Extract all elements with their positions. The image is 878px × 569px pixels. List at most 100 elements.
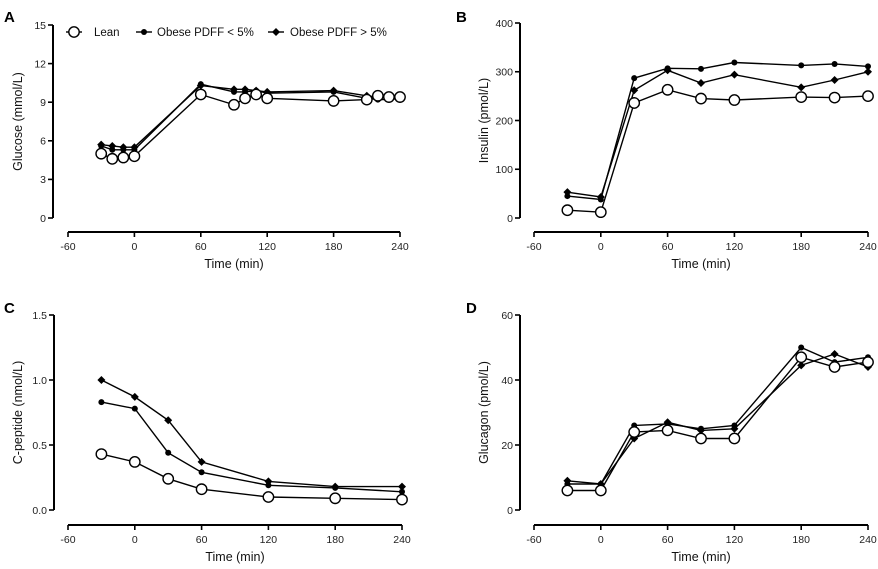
y-tick-label: 300 (495, 67, 513, 79)
open-circle-marker (828, 91, 841, 104)
x-tick-label: 120 (260, 534, 278, 546)
x-axis-title: Time (min) (204, 257, 263, 271)
series-open-circle (95, 88, 406, 165)
open-circle-marker (661, 83, 674, 96)
open-circle-marker (396, 493, 408, 506)
x-tick-label: 240 (391, 241, 409, 253)
open-circle-marker (795, 351, 808, 364)
y-tick-label: 0.0 (32, 505, 47, 517)
open-circle-marker (628, 426, 641, 438)
series-open-circle (561, 83, 874, 219)
open-circle-marker (128, 150, 141, 163)
y-axis-title: Glucagon (pmol/L) (477, 361, 491, 464)
x-tick-label: 60 (662, 534, 674, 546)
x-tick-label: 60 (195, 241, 207, 253)
y-tick-label: 3 (40, 174, 46, 186)
series-line-dot (567, 346, 869, 485)
y-tick-label: 0 (507, 213, 513, 225)
panel-b: B 0 100 200 300 400 Insulin (pmol/L) -60 0 60 120 1… (456, 9, 877, 271)
y-tick-label: 9 (40, 97, 46, 109)
dot-marker (120, 146, 127, 153)
y-tick-label: 1.0 (32, 375, 47, 387)
series-open-circle (561, 351, 874, 497)
series-line-open-circle (100, 93, 400, 160)
diamond-marker (864, 67, 872, 76)
y-tick-label: 0 (507, 505, 513, 517)
diamond-marker (830, 350, 839, 358)
series-dot (564, 344, 871, 487)
panel-label: B (456, 9, 467, 26)
open-circle-marker (561, 204, 574, 217)
x-tick-label: 120 (726, 241, 744, 253)
open-circle-marker (795, 91, 808, 104)
x-tick-label: 0 (598, 241, 604, 253)
y-tick-label: 400 (495, 18, 513, 30)
x-tick-label: 180 (792, 534, 810, 546)
panel-label: A (4, 9, 15, 26)
legend-item: Lean (66, 26, 120, 39)
open-circle-marker (195, 483, 208, 496)
open-circle-marker (262, 491, 275, 503)
dot-marker (141, 29, 147, 35)
y-axis-title: Glucose (mmol/L) (11, 72, 25, 171)
open-circle-marker (371, 89, 384, 102)
series-diamond (563, 66, 872, 202)
series-line-open-circle (567, 89, 869, 213)
x-tick-label: 240 (859, 241, 877, 253)
diamond-marker (398, 482, 406, 491)
dot-marker (865, 63, 871, 70)
dot-marker (198, 469, 205, 476)
open-circle-marker (68, 26, 80, 38)
open-circle-marker (329, 492, 342, 505)
x-tick-label: 120 (258, 241, 276, 253)
y-tick-label: 6 (40, 136, 46, 148)
diamond-marker (630, 86, 639, 95)
dot-marker (131, 405, 138, 412)
dot-marker (399, 488, 405, 495)
x-tick-label: 180 (326, 534, 344, 546)
diamond-marker (164, 416, 173, 425)
open-circle-marker (594, 206, 607, 219)
y-axis-title: Insulin (pmol/L) (477, 78, 491, 163)
y-tick-label: 15 (34, 20, 46, 32)
series-dot (98, 399, 405, 495)
open-circle-marker (239, 92, 251, 105)
open-circle-marker (194, 88, 207, 101)
diamond-marker (272, 28, 280, 36)
open-circle-marker (162, 472, 175, 485)
panel-label: D (466, 300, 477, 317)
open-circle-marker (95, 147, 108, 160)
open-circle-marker (128, 455, 141, 468)
y-tick-label: 0.5 (32, 440, 47, 452)
open-circle-marker (862, 90, 874, 103)
dot-marker (664, 65, 671, 72)
series-line-dot (101, 401, 403, 493)
y-tick-label: 12 (34, 58, 46, 70)
diamond-marker (130, 392, 139, 401)
x-axis-title: Time (min) (671, 550, 730, 564)
dot-marker (98, 142, 105, 149)
y-tick-label: 0 (40, 213, 46, 225)
dot-marker (731, 422, 738, 429)
diamond-marker (797, 361, 806, 370)
open-circle-marker (628, 97, 641, 109)
dot-marker (798, 344, 805, 351)
dot-marker (197, 81, 204, 88)
y-tick-label: 1.5 (32, 310, 47, 322)
series-line-open-circle (567, 356, 869, 492)
open-circle-marker (117, 151, 130, 164)
open-circle-marker (261, 92, 274, 105)
x-tick-label: -60 (60, 534, 75, 546)
dot-marker (332, 484, 339, 491)
y-axis-title: C-peptide (nmol/L) (11, 361, 25, 465)
open-circle-marker (828, 361, 841, 373)
open-circle-marker (695, 432, 707, 445)
y-tick-label: 100 (495, 164, 513, 176)
series-dot (564, 59, 871, 203)
open-circle-marker (327, 95, 340, 107)
series-open-circle (95, 448, 408, 506)
dot-marker (265, 482, 272, 489)
legend-label: Lean (94, 27, 120, 39)
open-circle-marker (728, 432, 741, 445)
